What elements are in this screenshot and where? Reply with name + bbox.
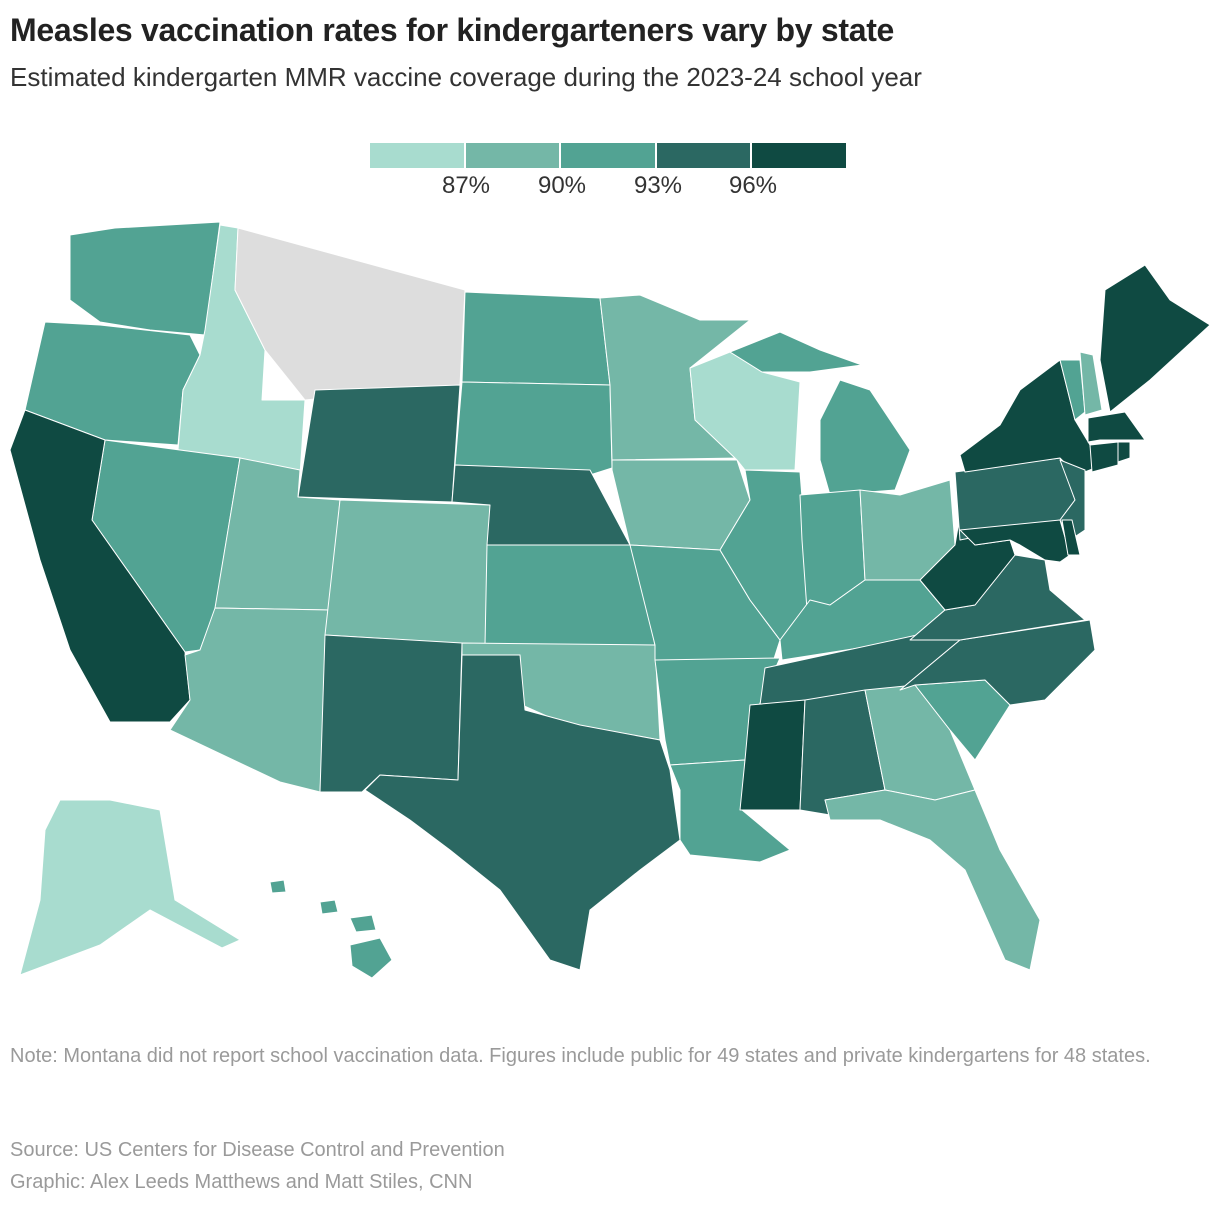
state-ND — [461, 291, 611, 386]
state-MD — [959, 519, 1071, 563]
state-CA — [9, 409, 191, 723]
state-MA — [1087, 411, 1146, 443]
legend-label: 93% — [633, 172, 683, 199]
legend-swatch-2 — [561, 143, 655, 168]
legend-label: 87% — [441, 172, 491, 199]
state-KS — [484, 544, 656, 646]
note-text: Note: Montana did not report school vacc… — [10, 1045, 1151, 1067]
state-MT — [234, 227, 466, 401]
chart-subtitle: Estimated kindergarten MMR vaccine cover… — [10, 62, 922, 92]
state-WY — [297, 384, 461, 503]
state-HI — [269, 879, 287, 894]
state-WA — [69, 221, 221, 336]
legend-swatch-4 — [752, 143, 846, 168]
legend-label: 96% — [728, 172, 778, 199]
state-HI — [319, 899, 339, 915]
legend-swatch-0 — [370, 143, 464, 168]
chart-title: Measles vaccination rates for kindergart… — [10, 12, 895, 48]
state-NH — [1079, 351, 1103, 416]
state-HI — [349, 914, 377, 933]
state-RI — [1117, 441, 1131, 463]
legend-label: 90% — [537, 172, 587, 199]
us-state-map — [9, 221, 1211, 979]
state-MI — [819, 379, 911, 496]
state-NM — [319, 634, 463, 793]
state-MI — [729, 331, 863, 373]
state-ME — [1099, 264, 1211, 413]
state-CT — [1089, 441, 1119, 473]
state-CO — [324, 499, 491, 646]
state-FL — [824, 789, 1041, 971]
color-legend — [370, 143, 848, 168]
source-text: Source: US Centers for Disease Control a… — [10, 1139, 505, 1161]
legend-swatch-1 — [465, 143, 560, 168]
state-SD — [454, 381, 613, 476]
state-HI — [349, 937, 393, 979]
state-MS — [739, 699, 806, 811]
state-DE — [1061, 519, 1081, 556]
credit-text: Graphic: Alex Leeds Matthews and Matt St… — [10, 1171, 473, 1193]
state-TX — [364, 654, 681, 971]
legend-swatch-3 — [656, 143, 751, 168]
state-AK — [19, 799, 241, 976]
